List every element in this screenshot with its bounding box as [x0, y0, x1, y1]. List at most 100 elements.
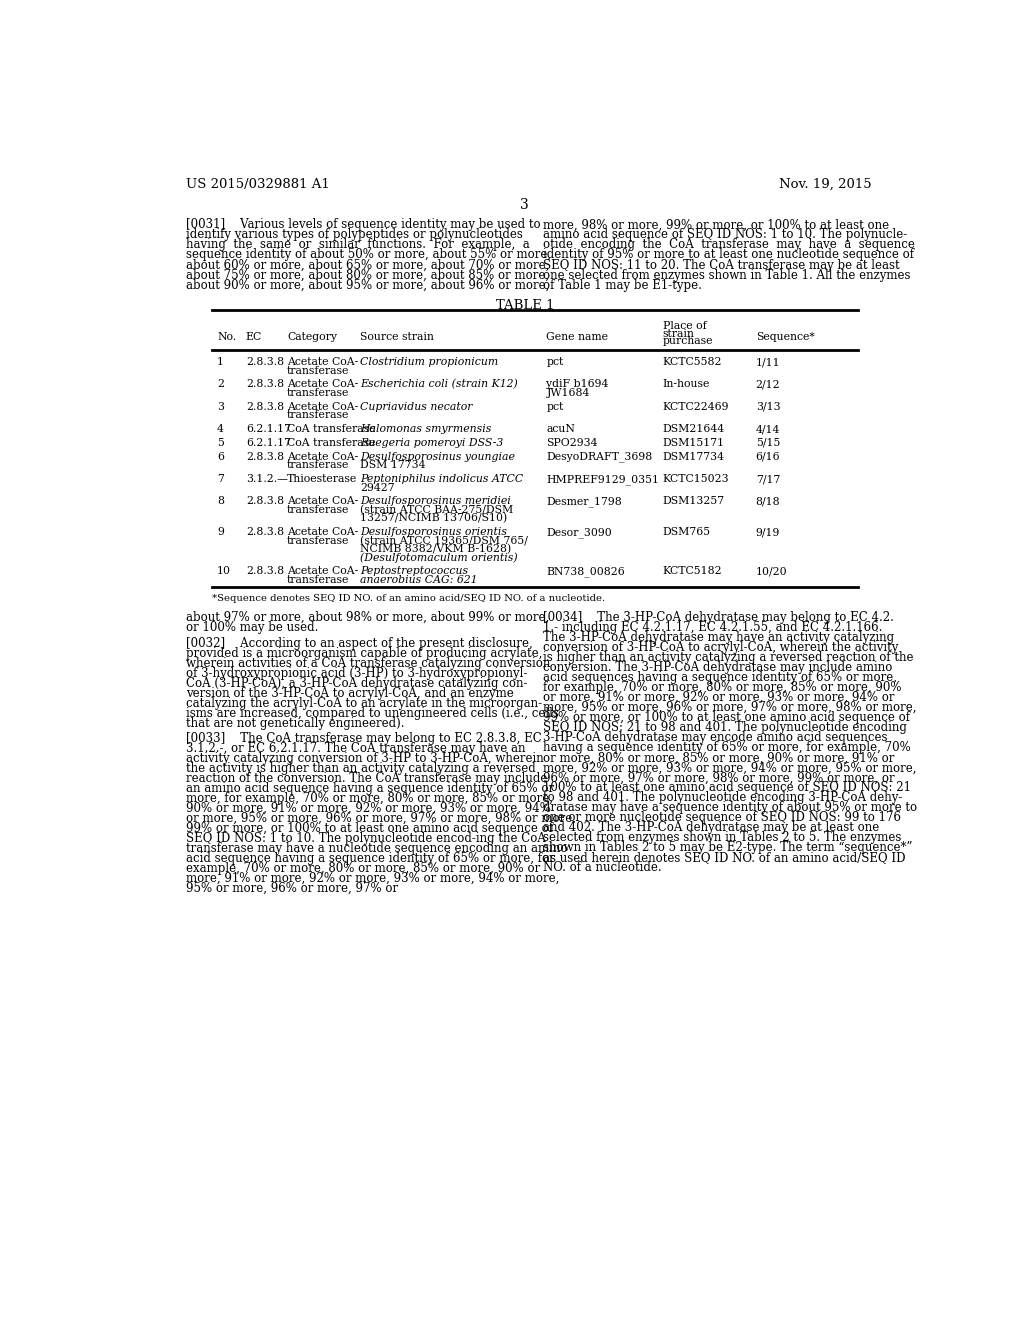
Text: Gene name: Gene name	[547, 333, 608, 342]
Text: transferase: transferase	[287, 366, 349, 375]
Text: transferase: transferase	[287, 411, 349, 420]
Text: HMPREF9129_0351: HMPREF9129_0351	[547, 474, 659, 484]
Text: (strain ATCC 19365/DSM 765/: (strain ATCC 19365/DSM 765/	[360, 536, 528, 546]
Text: or 100% may be used.: or 100% may be used.	[186, 622, 318, 634]
Text: JW1684: JW1684	[547, 388, 590, 397]
Text: catalyzing the acrylyl-CoA to an acrylate in the microorgan-: catalyzing the acrylyl-CoA to an acrylat…	[186, 697, 543, 710]
Text: Thioesterase: Thioesterase	[287, 474, 357, 484]
Text: NO. of a nucleotide.: NO. of a nucleotide.	[543, 862, 662, 874]
Text: Desmer_1798: Desmer_1798	[547, 496, 623, 507]
Text: 6: 6	[217, 451, 224, 462]
Text: pct: pct	[547, 401, 564, 412]
Text: example, 70% or more, 80% or more, 85% or more, 90% or: example, 70% or more, 80% or more, 85% o…	[186, 862, 541, 875]
Text: wherein activities of a CoA transferase catalyzing conversion: wherein activities of a CoA transferase …	[186, 656, 551, 669]
Text: 6/16: 6/16	[756, 451, 780, 462]
Text: Desor_3090: Desor_3090	[547, 527, 612, 539]
Text: about 75% or more, about 80% or more, about 85% or more,: about 75% or more, about 80% or more, ab…	[186, 268, 549, 281]
Text: the activity is higher than an activity catalyzing a reversed: the activity is higher than an activity …	[186, 762, 536, 775]
Text: Acetate CoA-: Acetate CoA-	[287, 527, 358, 537]
Text: about 90% or more, about 95% or more, about 96% or more,: about 90% or more, about 95% or more, ab…	[186, 279, 550, 292]
Text: transferase: transferase	[287, 506, 349, 515]
Text: sequence identity of about 50% or more, about 55% or more,: sequence identity of about 50% or more, …	[186, 248, 551, 261]
Text: Desulfosporosinus orientis: Desulfosporosinus orientis	[360, 527, 508, 537]
Text: DSM21644: DSM21644	[663, 424, 725, 434]
Text: EC: EC	[246, 333, 262, 342]
Text: conversion. The 3-HP-CoA dehydratase may include amino: conversion. The 3-HP-CoA dehydratase may…	[543, 661, 892, 675]
Text: [0034]    The 3-HP-CoA dehydratase may belong to EC 4.2.: [0034] The 3-HP-CoA dehydratase may belo…	[543, 611, 894, 624]
Text: 96% or more, 97% or more, 98% or more, 99% or more, or: 96% or more, 97% or more, 98% or more, 9…	[543, 771, 894, 784]
Text: Halomonas smyrmensis: Halomonas smyrmensis	[360, 424, 492, 434]
Text: Acetate CoA-: Acetate CoA-	[287, 451, 358, 462]
Text: 2.8.3.8: 2.8.3.8	[246, 401, 284, 412]
Text: isms are increased, compared to unengineered cells (i.e., cells: isms are increased, compared to unengine…	[186, 706, 559, 719]
Text: 7/17: 7/17	[756, 474, 780, 484]
Text: Source strain: Source strain	[360, 333, 434, 342]
Text: to 98 and 401. The polynucleotide encoding 3-HP-CoA dehy-: to 98 and 401. The polynucleotide encodi…	[543, 792, 902, 804]
Text: [0033]    The CoA transferase may belong to EC 2.8.3.8, EC: [0033] The CoA transferase may belong to…	[186, 733, 542, 744]
Text: dratase may have a sequence identity of about 95% or more to: dratase may have a sequence identity of …	[543, 801, 916, 814]
Text: 10/20: 10/20	[756, 566, 787, 577]
Text: is higher than an activity catalyzing a reversed reaction of the: is higher than an activity catalyzing a …	[543, 651, 913, 664]
Text: or more, 80% or more, 85% or more, 90% or more, 91% or: or more, 80% or more, 85% or more, 90% o…	[543, 751, 894, 764]
Text: amino acid sequence of SEQ ID NOS: 1 to 10. The polynucle-: amino acid sequence of SEQ ID NOS: 1 to …	[543, 228, 907, 242]
Text: No.: No.	[217, 333, 237, 342]
Text: BN738_00826: BN738_00826	[547, 566, 626, 577]
Text: (Desulfotomaculum orientis): (Desulfotomaculum orientis)	[360, 553, 518, 564]
Text: CoA transferase: CoA transferase	[287, 438, 376, 447]
Text: more, 98% or more, 99% or more, or 100% to at least one: more, 98% or more, 99% or more, or 100% …	[543, 218, 889, 231]
Text: SPO2934: SPO2934	[547, 438, 598, 447]
Text: 2: 2	[217, 379, 224, 389]
Text: SEQ ID NOS: 11 to 20. The CoA transferase may be at least: SEQ ID NOS: 11 to 20. The CoA transferas…	[543, 259, 899, 272]
Text: 2.8.3.8: 2.8.3.8	[246, 527, 284, 537]
Text: acid sequences having a sequence identity of 65% or more,: acid sequences having a sequence identit…	[543, 671, 897, 684]
Text: for example, 70% or more, 80% or more, 85% or more, 90%: for example, 70% or more, 80% or more, 8…	[543, 681, 901, 694]
Text: more, 91% or more, 92% or more, 93% or more, 94% or more,: more, 91% or more, 92% or more, 93% or m…	[186, 873, 559, 886]
Text: Ruegeria pomeroyi DSS-3: Ruegeria pomeroyi DSS-3	[360, 438, 504, 447]
Text: about 97% or more, about 98% or more, about 99% or more,: about 97% or more, about 98% or more, ab…	[186, 611, 549, 624]
Text: 6.2.1.17: 6.2.1.17	[246, 438, 291, 447]
Text: 2.8.3.8: 2.8.3.8	[246, 496, 284, 507]
Text: Desulfosporosinus meridiei: Desulfosporosinus meridiei	[360, 496, 511, 507]
Text: In-house: In-house	[663, 379, 710, 389]
Text: 3: 3	[217, 401, 224, 412]
Text: DSM 17734: DSM 17734	[360, 461, 426, 470]
Text: KCTC22469: KCTC22469	[663, 401, 729, 412]
Text: DSM765: DSM765	[663, 527, 711, 537]
Text: *Sequence denotes SEQ ID NO. of an amino acid/SEQ ID NO. of a nucleotide.: *Sequence denotes SEQ ID NO. of an amino…	[212, 594, 605, 603]
Text: 8/18: 8/18	[756, 496, 780, 507]
Text: Acetate CoA-: Acetate CoA-	[287, 496, 358, 507]
Text: of 3-hydroxypropionic acid (3-HP) to 3-hydroxypropionyl-: of 3-hydroxypropionic acid (3-HP) to 3-h…	[186, 667, 527, 680]
Text: 2.8.3.8: 2.8.3.8	[246, 379, 284, 389]
Text: 2.8.3.8: 2.8.3.8	[246, 566, 284, 577]
Text: 13257/NCIMB 13706/S10): 13257/NCIMB 13706/S10)	[360, 513, 508, 524]
Text: SEQ ID NOS: 21 to 98 and 401. The polynucleotide encoding: SEQ ID NOS: 21 to 98 and 401. The polynu…	[543, 721, 906, 734]
Text: an amino acid sequence having a sequence identity of 65% or: an amino acid sequence having a sequence…	[186, 781, 554, 795]
Text: Peptoniphilus indolicus ATCC: Peptoniphilus indolicus ATCC	[360, 474, 523, 484]
Text: 3.1.2.-, or EC 6.2.1.17. The CoA transferase may have an: 3.1.2.-, or EC 6.2.1.17. The CoA transfe…	[186, 742, 525, 755]
Text: 3: 3	[520, 198, 529, 213]
Text: 1.- including EC 4.2.1.17, EC 4.2.1.55, and EC 4.2.1.166.: 1.- including EC 4.2.1.17, EC 4.2.1.55, …	[543, 622, 882, 634]
Text: 100% to at least one amino acid sequence of SEQ ID NOS: 21: 100% to at least one amino acid sequence…	[543, 781, 910, 795]
Text: as used herein denotes SEQ ID NO. of an amino acid/SEQ ID: as used herein denotes SEQ ID NO. of an …	[543, 851, 905, 865]
Text: having  the  same  or  similar  functions.  For  example,  a: having the same or similar functions. Fo…	[186, 239, 529, 252]
Text: or more, 91% or more, 92% or more, 93% or more, 94% or: or more, 91% or more, 92% or more, 93% o…	[543, 692, 894, 705]
Text: [0031]    Various levels of sequence identity may be used to: [0031] Various levels of sequence identi…	[186, 218, 541, 231]
Text: 3.1.2.—: 3.1.2.—	[246, 474, 288, 484]
Text: DSM13257: DSM13257	[663, 496, 725, 507]
Text: 9/19: 9/19	[756, 527, 780, 537]
Text: 2/12: 2/12	[756, 379, 780, 389]
Text: 5/15: 5/15	[756, 438, 780, 447]
Text: acuN: acuN	[547, 424, 575, 434]
Text: more, 95% or more, 96% or more, 97% or more, 98% or more,: more, 95% or more, 96% or more, 97% or m…	[543, 701, 916, 714]
Text: The 3-HP-CoA dehydratase may have an activity catalyzing: The 3-HP-CoA dehydratase may have an act…	[543, 631, 894, 644]
Text: DesyoDRAFT_3698: DesyoDRAFT_3698	[547, 451, 652, 462]
Text: Sequence*: Sequence*	[756, 333, 814, 342]
Text: Category: Category	[287, 333, 337, 342]
Text: 10: 10	[217, 566, 231, 577]
Text: Acetate CoA-: Acetate CoA-	[287, 566, 358, 577]
Text: 29427: 29427	[360, 483, 395, 492]
Text: that are not genetically engineered).: that are not genetically engineered).	[186, 717, 404, 730]
Text: one selected from enzymes shown in Table 1. All the enzymes: one selected from enzymes shown in Table…	[543, 268, 910, 281]
Text: DSM15171: DSM15171	[663, 438, 725, 447]
Text: and 402. The 3-HP-CoA dehydratase may be at least one: and 402. The 3-HP-CoA dehydratase may be…	[543, 821, 879, 834]
